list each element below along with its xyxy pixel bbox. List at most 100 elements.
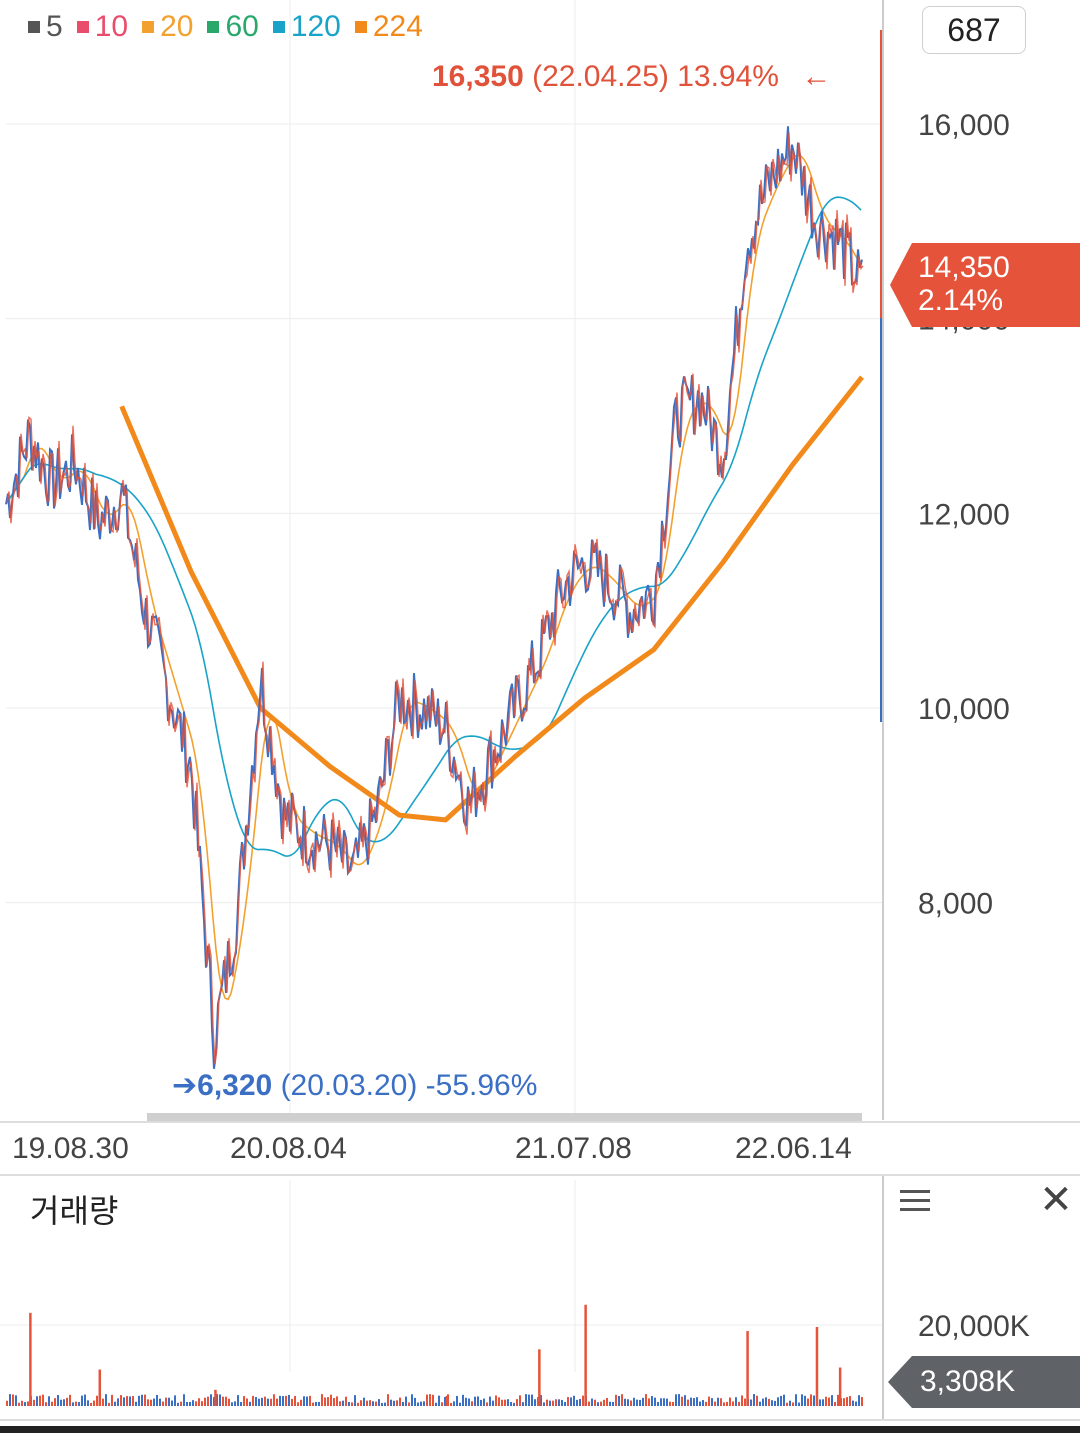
volume-bar: [267, 1398, 269, 1406]
volume-bar: [723, 1402, 725, 1406]
volume-spike: [214, 1389, 217, 1406]
volume-bar: [684, 1395, 686, 1406]
volume-bar: [615, 1394, 617, 1406]
volume-bar: [852, 1400, 854, 1406]
volume-bar: [39, 1395, 41, 1406]
volume-bar: [138, 1395, 140, 1406]
volume-bar: [351, 1402, 353, 1406]
legend-item-120[interactable]: 120: [272, 10, 341, 44]
volume-bar: [522, 1402, 524, 1406]
volume-bar: [468, 1398, 470, 1406]
volume-bar: [72, 1402, 74, 1406]
volume-bar: [669, 1401, 671, 1406]
volume-bar: [690, 1397, 692, 1406]
volume-bar: [588, 1401, 590, 1406]
volume-bar: [774, 1400, 776, 1406]
volume-bar: [51, 1401, 53, 1406]
volume-bar: [303, 1396, 305, 1406]
volume-bar: [771, 1400, 773, 1406]
volume-bar: [36, 1396, 38, 1406]
volume-bar: [78, 1402, 80, 1406]
volume-bar: [627, 1399, 629, 1406]
volume-bar: [789, 1400, 791, 1406]
volume-bar: [9, 1394, 11, 1406]
volume-bar: [177, 1402, 179, 1406]
volume-bar: [180, 1401, 182, 1406]
volume-bar: [408, 1402, 410, 1406]
volume-bar: [810, 1394, 812, 1406]
volume-bar: [6, 1400, 8, 1406]
volume-bar: [171, 1400, 173, 1406]
volume-bar: [819, 1399, 821, 1406]
volume-bar: [324, 1397, 326, 1406]
volume-bar: [423, 1401, 425, 1406]
volume-bar: [102, 1398, 104, 1406]
volume-bar: [411, 1394, 413, 1406]
volume-spike: [98, 1369, 102, 1406]
volume-bar: [474, 1396, 476, 1406]
volume-bar: [801, 1394, 803, 1406]
volume-bar: [315, 1401, 317, 1406]
volume-bar: [450, 1402, 452, 1406]
volume-bar: [762, 1398, 764, 1406]
legend-item-10[interactable]: 10: [76, 10, 128, 44]
volume-bar: [336, 1396, 338, 1406]
volume-bar: [69, 1394, 71, 1406]
volume-bar: [372, 1401, 374, 1406]
volume-bar: [555, 1399, 557, 1406]
volume-bar: [825, 1396, 827, 1406]
volume-bar: [477, 1396, 479, 1406]
volume-bar: [558, 1399, 560, 1406]
volume-bar: [534, 1399, 536, 1406]
volume-bar: [297, 1402, 299, 1406]
legend-item-5[interactable]: 5: [28, 10, 63, 44]
volume-bar: [207, 1396, 209, 1406]
volume-bar: [444, 1397, 446, 1406]
volume-bar: [414, 1397, 416, 1406]
volume-bar: [417, 1402, 419, 1406]
legend-swatch: [142, 21, 155, 33]
volume-bar: [117, 1398, 119, 1406]
volume-spike: [746, 1331, 749, 1406]
volume-bar: [228, 1398, 230, 1406]
volume-bar: [21, 1400, 23, 1406]
volume-bar: [561, 1400, 563, 1406]
volume-bar: [543, 1402, 545, 1406]
count-box[interactable]: 687: [922, 6, 1026, 54]
volume-bar: [396, 1400, 398, 1406]
volume-bar: [519, 1395, 521, 1406]
legend-item-20[interactable]: 20: [142, 10, 193, 44]
menu-icon[interactable]: [900, 1186, 930, 1212]
volume-bar: [291, 1398, 293, 1406]
current-price: 14,350: [918, 251, 1010, 284]
volume-bar: [570, 1397, 572, 1406]
volume-bar: [357, 1402, 359, 1406]
volume-bar: [636, 1399, 638, 1406]
volume-bar: [54, 1398, 56, 1406]
volume-bar: [504, 1399, 506, 1406]
volume-bar: [252, 1395, 254, 1406]
legend-item-224[interactable]: 224: [354, 10, 423, 44]
volume-spike: [838, 1367, 842, 1406]
volume-bar: [153, 1398, 155, 1406]
volume-bar: [348, 1402, 350, 1406]
x-tick-label: 21.07.08: [515, 1132, 632, 1165]
volume-bar: [81, 1395, 83, 1406]
volume-bar: [699, 1401, 701, 1406]
volume-bar: [42, 1394, 44, 1406]
volume-bar: [63, 1399, 65, 1406]
y-tick-label: 16,000: [918, 109, 1010, 142]
volume-bar: [261, 1397, 263, 1406]
close-icon[interactable]: ✕: [1039, 1178, 1073, 1222]
volume-bar: [582, 1395, 584, 1406]
volume-bar: [660, 1398, 662, 1406]
legend-item-60[interactable]: 60: [207, 10, 259, 44]
volume-bar: [204, 1397, 206, 1406]
volume-bar: [246, 1398, 248, 1406]
volume-bar: [48, 1396, 50, 1406]
volume-bar: [501, 1399, 503, 1406]
volume-bar: [672, 1401, 674, 1406]
volume-bar: [756, 1395, 758, 1406]
legend-label: 60: [225, 10, 259, 43]
